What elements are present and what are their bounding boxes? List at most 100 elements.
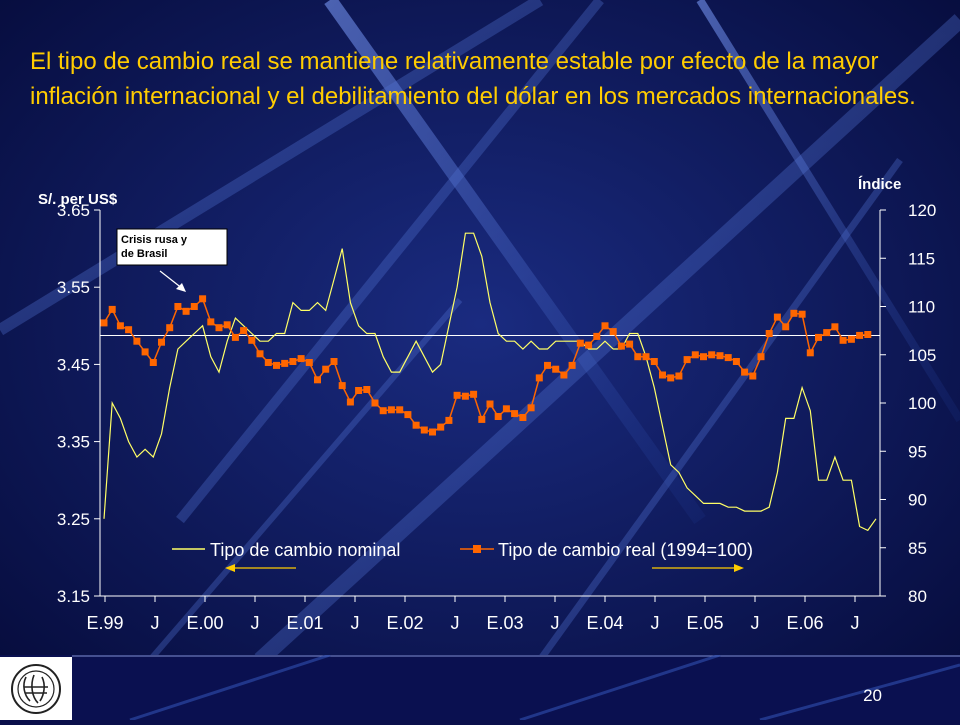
series-real-point bbox=[445, 416, 453, 424]
y-right-tick-label: 115 bbox=[908, 249, 935, 268]
series-real-point bbox=[823, 329, 831, 337]
series-real-point bbox=[806, 349, 814, 357]
series-real-point bbox=[527, 404, 535, 412]
series-real-point bbox=[486, 400, 494, 408]
x-tick-label: E.03 bbox=[486, 613, 523, 633]
page-number: 20 bbox=[863, 686, 882, 705]
series-real-point bbox=[609, 328, 617, 336]
series-real-point bbox=[659, 371, 666, 379]
series-real-point bbox=[494, 413, 502, 420]
footer-bar bbox=[0, 655, 960, 720]
y-left-tick-label: 3.25 bbox=[57, 510, 90, 529]
series-real-point bbox=[626, 340, 634, 348]
series-real-point bbox=[166, 324, 174, 332]
series-real-point bbox=[568, 361, 576, 369]
series-real-point bbox=[429, 428, 436, 436]
bank-logo bbox=[0, 657, 72, 720]
legend-marker-real bbox=[473, 545, 481, 553]
y-right-tick-label: 100 bbox=[908, 394, 936, 413]
series-real-point bbox=[544, 361, 551, 369]
series-real-point bbox=[338, 382, 346, 390]
series-real-point bbox=[552, 365, 560, 373]
series-real-point bbox=[199, 295, 207, 303]
series-real-point bbox=[749, 372, 757, 380]
y-left-tick-label: 3.55 bbox=[57, 278, 90, 297]
series-real-point bbox=[535, 374, 543, 382]
series-real-point bbox=[437, 423, 445, 431]
x-tick-label: J bbox=[251, 613, 260, 633]
series-real-point bbox=[125, 326, 133, 334]
series-real-point bbox=[248, 336, 256, 344]
series-real-point bbox=[363, 386, 371, 393]
series-real-point bbox=[560, 371, 568, 379]
series-real-point bbox=[387, 406, 395, 414]
series-real-point bbox=[379, 407, 387, 415]
bank-logo-emblem bbox=[11, 664, 61, 714]
series-real-point bbox=[116, 322, 124, 330]
x-tick-label: J bbox=[351, 613, 360, 633]
legend-label-real: Tipo de cambio real (1994=100) bbox=[498, 540, 753, 560]
y-axis-left-label: S/. per US$ bbox=[38, 191, 118, 208]
series-real-point bbox=[798, 310, 806, 318]
axis-arrow-left bbox=[225, 564, 296, 572]
series-real-point bbox=[207, 318, 215, 326]
y-right-tick-label: 85 bbox=[908, 539, 927, 558]
annotation-crisis: Crisis rusa y de Brasil bbox=[116, 228, 228, 292]
series-real-point bbox=[691, 351, 699, 359]
series-real-point bbox=[593, 332, 601, 340]
series-real-point bbox=[519, 414, 527, 421]
annotation-line-2: de Brasil bbox=[121, 248, 167, 260]
series-real-point bbox=[700, 353, 707, 361]
series-real-point bbox=[264, 359, 272, 366]
slide-title: El tipo de cambio real se mantiene relat… bbox=[30, 48, 916, 110]
series-real-point bbox=[724, 354, 732, 362]
series-real-point bbox=[289, 358, 297, 365]
series-real-point bbox=[190, 303, 198, 310]
x-tick-label: E.99 bbox=[86, 613, 123, 633]
series-real-point bbox=[856, 331, 864, 339]
series-real-point bbox=[847, 335, 855, 343]
series-real-point bbox=[708, 351, 716, 359]
x-tick-label: J bbox=[451, 613, 460, 633]
series-real-point bbox=[223, 321, 231, 329]
x-tick-label: E.05 bbox=[686, 613, 723, 633]
annotation-line-1: Crisis rusa y bbox=[121, 234, 188, 246]
series-real-point bbox=[346, 398, 354, 406]
series-real-point bbox=[133, 337, 141, 345]
y-right-tick-label: 110 bbox=[908, 298, 935, 317]
series-real-point bbox=[404, 411, 412, 419]
series-real-point bbox=[765, 330, 773, 337]
series-real-point bbox=[470, 390, 478, 398]
series-real-point bbox=[757, 353, 765, 361]
series-real-point bbox=[511, 410, 519, 418]
series-real-point bbox=[240, 327, 248, 335]
x-tick-label: E.00 bbox=[186, 613, 223, 633]
annotation-arrowhead bbox=[176, 283, 186, 292]
series-real bbox=[100, 295, 872, 436]
series-real-point bbox=[330, 358, 338, 365]
y-right-tick-label: 80 bbox=[908, 587, 927, 606]
series-real-point bbox=[420, 426, 428, 434]
series-real-point bbox=[650, 358, 658, 365]
series-real-point bbox=[396, 406, 404, 414]
y-axis-right-ticks: 120 115 110 105 100 95 90 85 80 bbox=[880, 201, 936, 606]
series-nominal-line bbox=[103, 232, 877, 532]
series-real-point bbox=[273, 361, 280, 369]
x-axis-ticks: E.99 J E.00 J E.01 J E.02 J E.03 J E.04 J E.05 J E.06 J bbox=[86, 596, 860, 633]
x-tick-label: J bbox=[551, 613, 560, 633]
series-real-point bbox=[634, 353, 642, 361]
y-axis-right-label: Índice bbox=[858, 176, 901, 193]
series-real-point bbox=[182, 307, 190, 315]
series-real-point bbox=[773, 313, 781, 321]
series-real-point bbox=[601, 322, 609, 330]
series-real-point bbox=[158, 338, 165, 346]
series-real-point bbox=[215, 324, 223, 332]
series-real-point bbox=[741, 368, 749, 376]
series-real-point bbox=[412, 421, 420, 429]
x-tick-label: E.01 bbox=[286, 613, 323, 633]
series-real-point bbox=[683, 356, 691, 364]
legend-label-nominal: Tipo de cambio nominal bbox=[210, 540, 400, 560]
x-tick-label: J bbox=[851, 613, 860, 633]
series-real-point bbox=[305, 359, 313, 366]
y-left-tick-label: 3.35 bbox=[57, 433, 90, 452]
